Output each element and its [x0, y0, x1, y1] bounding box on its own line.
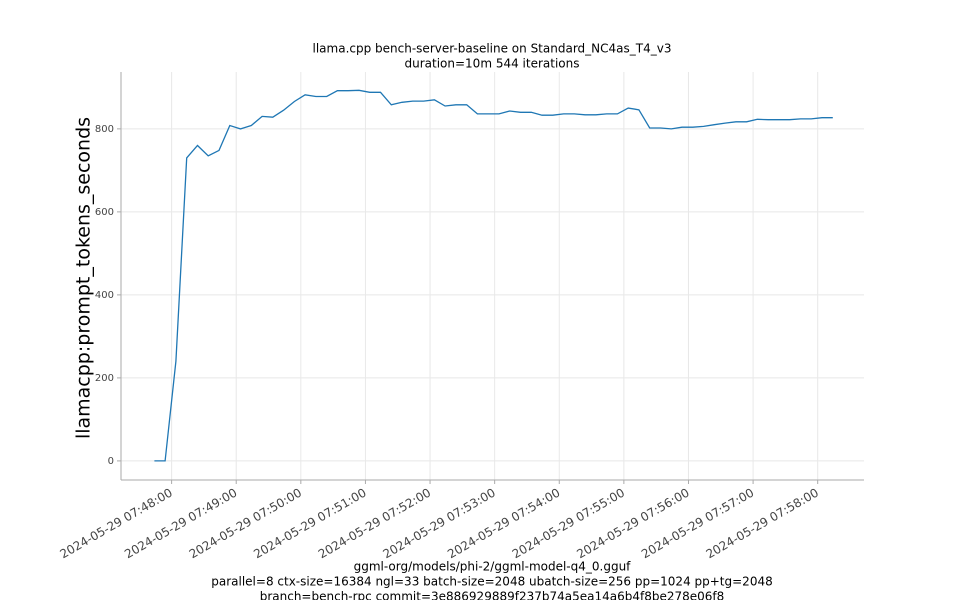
y-axis-label: llamacpp:prompt_tokens_seconds — [73, 117, 95, 439]
x-tick-label: 2024-05-29 07:54:00 — [445, 486, 562, 562]
x-tick-label: 2024-05-29 07:50:00 — [187, 486, 304, 562]
y-tick-label: 400 — [95, 290, 114, 301]
x-tick-label: 2024-05-29 07:51:00 — [251, 486, 368, 562]
x-axis-label: parallel=8 ctx-size=16384 ngl=33 batch-s… — [211, 575, 772, 589]
x-tick-label: 2024-05-29 07:56:00 — [574, 486, 691, 562]
x-tick-label: 2024-05-29 07:58:00 — [704, 486, 821, 562]
x-tick-label: 2024-05-29 07:52:00 — [316, 486, 433, 562]
y-tick-label: 600 — [95, 207, 114, 218]
chart-title: llama.cpp bench-server-baseline on Stand… — [313, 42, 672, 56]
y-tick-label: 800 — [95, 124, 114, 135]
x-tick-label: 2024-05-29 07:53:00 — [381, 486, 498, 562]
chart-subtitle: duration=10m 544 iterations — [405, 57, 580, 71]
y-tick-label: 200 — [95, 373, 114, 384]
x-tick-label: 2024-05-29 07:55:00 — [510, 486, 627, 562]
y-tick-label: 0 — [108, 456, 114, 467]
data-line — [154, 89, 833, 462]
x-tick-label: 2024-05-29 07:48:00 — [57, 486, 174, 562]
x-tick-label: 2024-05-29 07:57:00 — [639, 486, 756, 562]
x-tick-label: 2024-05-29 07:49:00 — [122, 486, 239, 562]
x-axis-label: branch=bench-rpc commit=3e886929889f237b… — [260, 590, 725, 600]
x-axis-label: ggml-org/models/phi-2/ggml-model-q4_0.gg… — [354, 560, 632, 574]
